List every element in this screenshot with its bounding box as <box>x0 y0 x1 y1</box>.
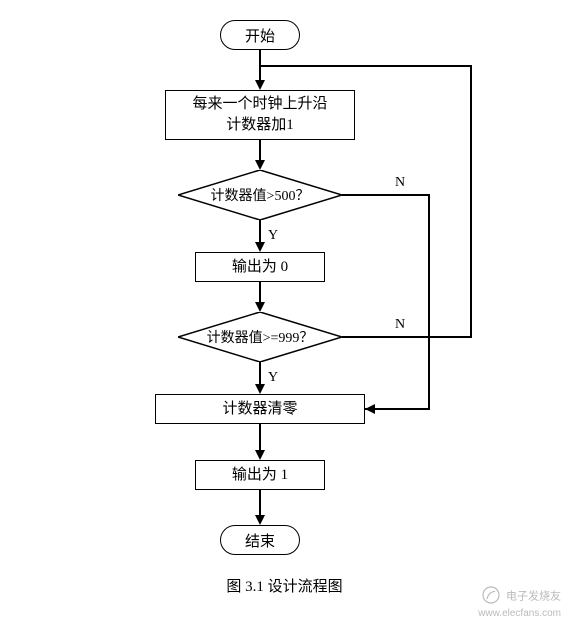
node-clear-label: 计数器清零 <box>222 399 297 420</box>
edge-dec2-no-h <box>342 336 472 338</box>
node-clear: 计数器清零 <box>155 394 365 424</box>
edge-out1-to-end <box>259 490 261 515</box>
edge-dec1-yes-label: Y <box>268 228 278 244</box>
edge-out0-to-dec2 <box>259 282 261 302</box>
watermark-icon <box>482 586 500 607</box>
node-out0-label: 输出为 0 <box>232 257 288 278</box>
node-counter-inc-label: 每来一个时钟上升沿 计数器加1 <box>192 94 327 136</box>
figure-caption-text: 图 3.1 设计流程图 <box>226 579 342 595</box>
flowchart-canvas: 开始 每来一个时钟上升沿 计数器加1 计数器值>500？ N Y 输出为 0 计… <box>0 0 569 627</box>
watermark-text: 电子发烧友 <box>506 590 561 602</box>
node-out0: 输出为 0 <box>195 252 325 282</box>
node-out1: 输出为 1 <box>195 460 325 490</box>
node-start: 开始 <box>220 20 300 50</box>
node-counter-inc: 每来一个时钟上升沿 计数器加1 <box>165 90 355 140</box>
edge-dec1-no-h <box>342 194 430 196</box>
watermark-url: www.elecfans.com <box>478 608 561 619</box>
node-start-label: 开始 <box>245 25 275 46</box>
node-end-label: 结束 <box>245 530 275 551</box>
edge-clear-to-out1 <box>259 424 261 450</box>
watermark: 电子发烧友 www.elecfans.com <box>478 586 561 619</box>
node-dec2: 计数器值>=999？ <box>178 312 342 362</box>
edge-dec2-no-h2 <box>261 65 472 67</box>
edge-dec2-no-label: N <box>395 317 405 333</box>
edge-dec2-no-v <box>470 65 472 338</box>
edge-out1-to-end-head <box>255 515 265 525</box>
edge-out0-to-dec2-head <box>255 302 265 312</box>
edge-dec2-yes-label: Y <box>268 370 278 386</box>
node-out1-label: 输出为 1 <box>232 465 288 486</box>
node-dec1: 计数器值>500？ <box>178 170 342 220</box>
edge-dec2-yes <box>259 362 261 384</box>
edge-dec1-yes-head <box>255 242 265 252</box>
edge-dec1-no-label: N <box>395 175 405 191</box>
edge-clear-to-out1-head <box>255 450 265 460</box>
edge-dec1-no-v <box>428 194 430 409</box>
node-end: 结束 <box>220 525 300 555</box>
edge-dec1-no-head <box>365 404 375 414</box>
edge-dec2-yes-head <box>255 384 265 394</box>
edge-inc-to-dec1-head <box>255 160 265 170</box>
edge-dec1-yes <box>259 220 261 242</box>
edge-start-to-inc-head <box>255 80 265 90</box>
edge-inc-to-dec1 <box>259 140 261 160</box>
